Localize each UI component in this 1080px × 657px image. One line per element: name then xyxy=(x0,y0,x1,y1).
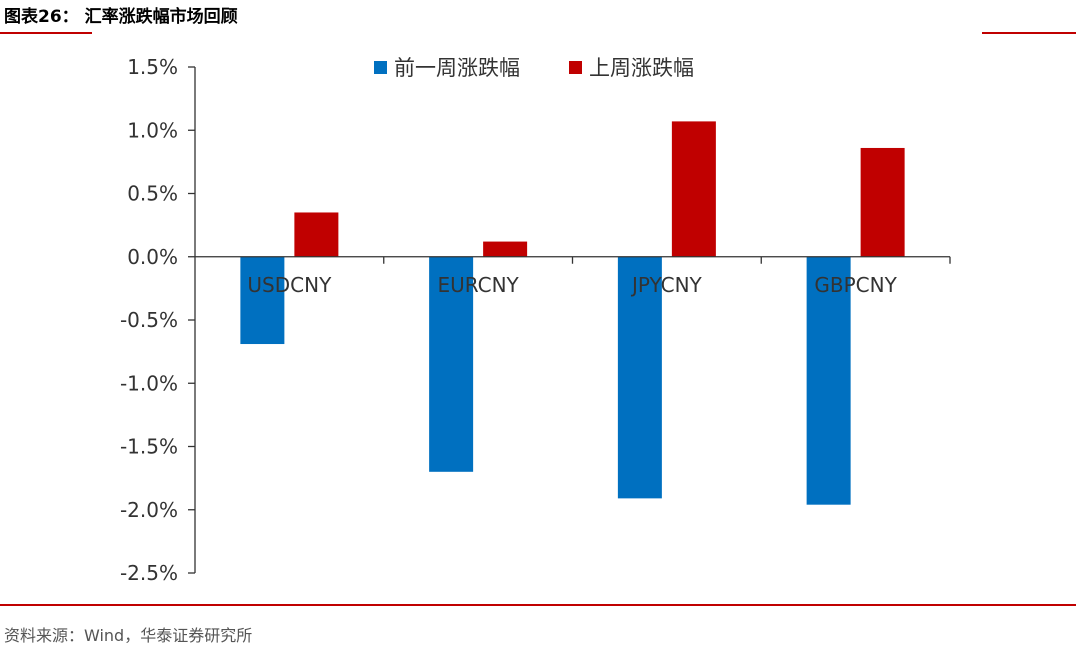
bar-last-week-eurcny xyxy=(483,241,528,257)
bar-last-week-gbpcny xyxy=(860,147,905,257)
bar-prev-week-eurcny xyxy=(429,256,474,472)
y-tick-label: 1.5% xyxy=(127,55,178,79)
y-tick-label: -1.5% xyxy=(120,435,178,459)
footer-rule xyxy=(0,604,1076,606)
bar-prev-week-jpycny xyxy=(617,256,662,499)
legend-label: 上周涨跌幅 xyxy=(589,56,694,80)
y-tick-label: -2.0% xyxy=(120,498,178,522)
y-tick-label: -1.0% xyxy=(120,371,178,395)
legend-label: 前一周涨跌幅 xyxy=(394,56,520,80)
legend: 前一周涨跌幅 上周涨跌幅 xyxy=(374,56,694,80)
title-rule-right xyxy=(982,32,1076,34)
y-tick-label: 0.0% xyxy=(127,245,178,269)
x-axis: USDCNY EURCNY JPYCNY GBPCNY xyxy=(195,256,951,297)
figure-title: 图表26： 汇率涨跌幅市场回顾 xyxy=(4,2,238,27)
bars xyxy=(240,121,905,505)
legend-swatch xyxy=(374,61,387,74)
bar-last-week-usdcny xyxy=(294,212,339,257)
bar-last-week-jpycny xyxy=(671,121,716,257)
category-label: JPYCNY xyxy=(630,273,703,297)
y-tick-label: -2.5% xyxy=(120,561,178,585)
legend-swatch xyxy=(569,61,582,74)
y-axis: 1.5% 1.0% 0.5% 0.0% -0.5% -1.0% -1.5% -2.0% -2.5… xyxy=(120,55,196,585)
bar-prev-week-usdcny xyxy=(240,256,285,345)
bar-prev-week-gbpcny xyxy=(806,256,851,505)
figure-title-text: 汇率涨跌幅市场回顾 xyxy=(84,7,238,27)
figure-number: 图表26： xyxy=(4,7,79,27)
category-label: USDCNY xyxy=(247,273,332,297)
y-tick-label: 1.0% xyxy=(127,118,178,142)
category-label: EURCNY xyxy=(437,273,519,297)
y-tick-label: -0.5% xyxy=(120,308,178,332)
category-label: GBPCNY xyxy=(814,273,897,297)
source-note: 资料来源：Wind，华泰证券研究所 xyxy=(4,626,253,645)
bar-chart: 1.5% 1.0% 0.5% 0.0% -0.5% -1.0% -1.5% -2.0% -2.5… xyxy=(120,55,951,585)
title-rule-left xyxy=(0,32,92,34)
y-tick-label: 0.5% xyxy=(127,182,178,206)
